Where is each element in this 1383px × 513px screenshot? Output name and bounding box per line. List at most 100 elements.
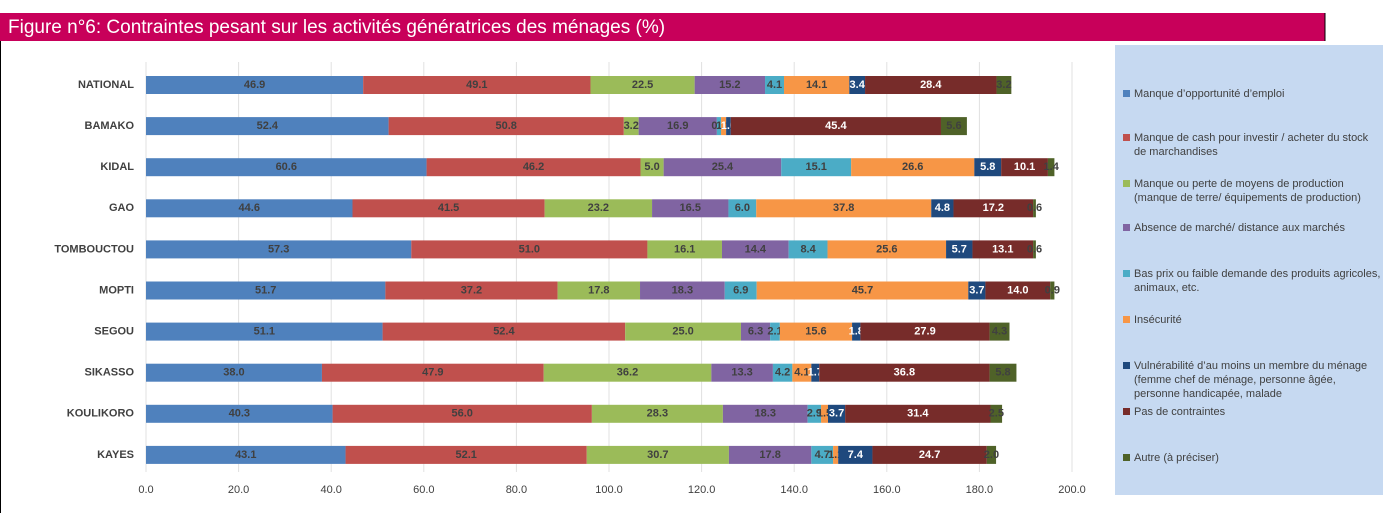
- bar-segment: [728, 199, 757, 218]
- x-tick-label: 100.0: [595, 484, 623, 496]
- legend-swatch: [1123, 270, 1130, 277]
- bar-segment: [946, 240, 973, 259]
- data-label: 30.7: [647, 449, 668, 461]
- data-label: 38.0: [223, 367, 244, 379]
- data-label: 16.9: [667, 120, 688, 132]
- bar-segment: [1050, 281, 1055, 300]
- bar-segment: [986, 445, 997, 464]
- data-label: 60.6: [276, 161, 297, 173]
- data-label: 51.0: [519, 243, 540, 255]
- legend-label: Bas prix ou faible demande des produits …: [1134, 268, 1381, 294]
- data-label: 43.1: [235, 449, 256, 461]
- bar-segment: [382, 322, 626, 341]
- bar-segment: [146, 322, 383, 341]
- bar-segment: [728, 445, 812, 464]
- data-label: 5.7: [952, 243, 967, 255]
- bar-segment: [711, 363, 773, 382]
- bar-segment: [989, 363, 1017, 382]
- data-label: 52.4: [493, 326, 515, 338]
- data-label: 5.8: [995, 367, 1010, 379]
- data-label: 6.3: [748, 326, 763, 338]
- bar-segment: [625, 322, 741, 341]
- data-label: 0.9: [1045, 284, 1060, 296]
- bar-segment: [591, 404, 723, 423]
- legend-label: Autre (à préciser): [1134, 452, 1219, 464]
- y-tick-label: TOMBOUCTOU: [54, 243, 134, 255]
- data-label: 0.6: [1027, 202, 1042, 214]
- bar-segment: [652, 199, 729, 218]
- bar-segment: [996, 76, 1012, 94]
- data-label: 5.6: [946, 120, 961, 132]
- bar-segment: [740, 322, 771, 341]
- data-label: 18.3: [755, 408, 776, 420]
- y-tick-label: BAMAKO: [85, 120, 135, 132]
- bar-segment: [586, 445, 729, 464]
- bar-segment: [544, 199, 653, 218]
- bar-segment: [730, 117, 941, 136]
- data-label: 15.1: [805, 161, 826, 173]
- legend: Manque d’opportunité d’emploi Manque de c…: [1115, 45, 1383, 495]
- legend-swatch: [1123, 134, 1130, 141]
- data-label: 44.6: [239, 202, 260, 214]
- bar-segment: [931, 199, 954, 218]
- bar-segment: [352, 199, 545, 218]
- data-label: 52.4: [257, 120, 279, 132]
- data-label: 57.3: [268, 243, 289, 255]
- legend-swatch: [1123, 224, 1130, 231]
- bar-segment: [623, 117, 639, 136]
- data-label: 14.4: [745, 243, 767, 255]
- data-label: 24.7: [919, 449, 940, 461]
- data-label: 3.4: [850, 79, 866, 91]
- bar-segment: [726, 117, 731, 136]
- legend-entry: Vulnérabilité d’au moins un membre du mé…: [1123, 359, 1381, 401]
- legend-entry: Autre (à préciser): [1123, 451, 1381, 465]
- data-label: 45.7: [852, 284, 873, 296]
- bar-segment: [968, 281, 986, 300]
- data-label: 37.2: [461, 284, 482, 296]
- data-label: 15.6: [805, 326, 826, 338]
- bar-segment: [638, 117, 717, 136]
- bar-segment: [716, 117, 722, 136]
- y-tick-label: SIKASSO: [84, 367, 134, 379]
- y-tick-label: NATIONAL: [78, 79, 134, 91]
- x-tick-label: 20.0: [228, 484, 249, 496]
- bar-segment: [694, 76, 766, 94]
- data-label: 50.8: [496, 120, 517, 132]
- bar-segment: [865, 76, 997, 94]
- y-tick-label: KAYES: [97, 449, 134, 461]
- data-label: 46.9: [244, 79, 265, 91]
- data-label: 23.2: [588, 202, 609, 214]
- data-label: 14.0: [1007, 284, 1028, 296]
- bar-segment: [722, 404, 808, 423]
- bar-segment: [833, 445, 839, 464]
- data-label: 5.8: [980, 161, 995, 173]
- data-label: 52.1: [455, 449, 476, 461]
- legend-entry: Absence de marché/ distance aux marchés: [1123, 221, 1381, 235]
- bar-segment: [724, 281, 757, 300]
- data-label: 13.3: [731, 367, 752, 379]
- data-label: 16.1: [674, 243, 695, 255]
- x-tick-label: 120.0: [688, 484, 716, 496]
- bar-segment: [851, 158, 975, 177]
- data-label: 7.4: [848, 449, 864, 461]
- data-label: 2.5: [989, 408, 1004, 420]
- data-label: 40.3: [229, 408, 250, 420]
- data-label: 6.9: [733, 284, 748, 296]
- bar-segment: [772, 363, 793, 382]
- x-tick-label: 60.0: [413, 484, 434, 496]
- bar-segment: [640, 158, 664, 177]
- data-label: 0.6: [1027, 243, 1042, 255]
- legend-swatch: [1123, 180, 1130, 187]
- legend-entry: Bas prix ou faible demande des produits …: [1123, 267, 1381, 295]
- bar-segment: [784, 76, 850, 94]
- data-label: 4.2: [775, 367, 790, 379]
- data-label: 25.0: [672, 326, 693, 338]
- data-label: 25.6: [876, 243, 897, 255]
- data-label: 31.4: [907, 408, 929, 420]
- data-label: 17.8: [588, 284, 609, 296]
- data-label: 17.8: [759, 449, 780, 461]
- bar-segment: [940, 117, 967, 136]
- data-label: 4.8: [935, 202, 950, 214]
- data-label: 37.8: [833, 202, 854, 214]
